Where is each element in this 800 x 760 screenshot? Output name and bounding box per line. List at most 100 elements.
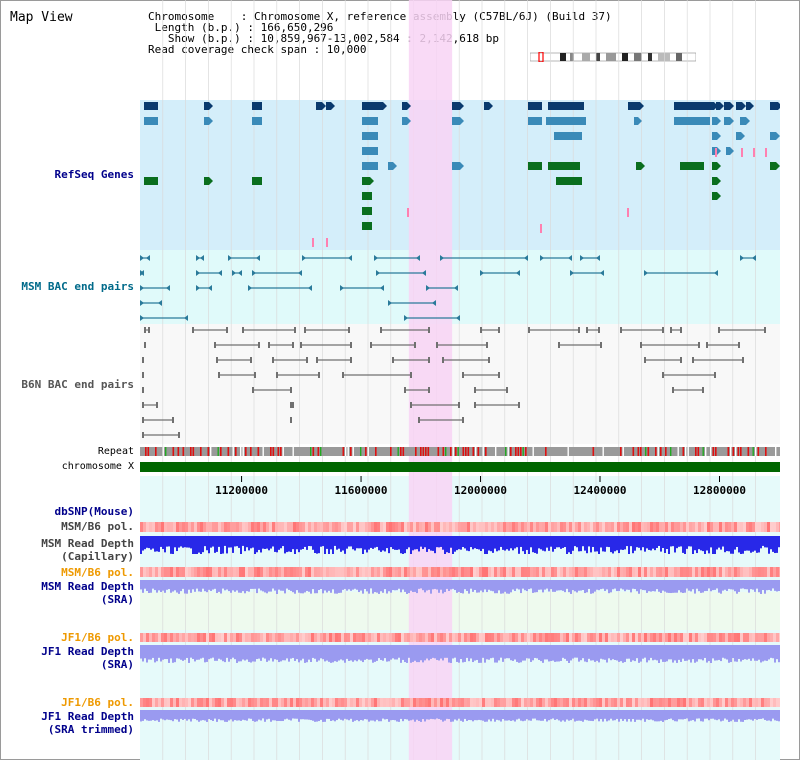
track-canvas[interactable] xyxy=(140,0,780,760)
pol-cell xyxy=(377,567,380,577)
pol-cell xyxy=(659,698,662,707)
refseq-gene xyxy=(708,102,714,110)
b6n-bac-end xyxy=(342,372,344,378)
pol-cell xyxy=(242,522,245,532)
track-label-refseq[interactable]: RefSeq Genes xyxy=(54,168,134,181)
depth-bar xyxy=(222,580,224,589)
pol-cell xyxy=(731,567,734,577)
track-label-msm-depth-sra[interactable]: MSM Read Depth xyxy=(41,580,134,593)
depth-bar xyxy=(748,536,750,551)
depth-bar xyxy=(476,536,478,549)
pol-cell xyxy=(446,633,449,642)
pol-cell xyxy=(701,633,704,642)
depth-bar xyxy=(276,710,278,721)
pol-cell xyxy=(632,698,635,707)
b6n-bac-end xyxy=(488,357,490,363)
pol-cell xyxy=(755,567,758,577)
msm-bac-end xyxy=(580,255,584,261)
depth-bar xyxy=(370,710,372,721)
pol-cell xyxy=(314,567,317,577)
pol-cell xyxy=(251,698,254,707)
depth-bar xyxy=(664,645,666,662)
depth-bar xyxy=(414,710,416,722)
pol-cell xyxy=(350,567,353,577)
pol-cell xyxy=(770,633,773,642)
pol-cell xyxy=(185,633,188,642)
pol-cell xyxy=(605,698,608,707)
pol-cell xyxy=(194,633,197,642)
b6n-bac-end xyxy=(250,357,252,363)
depth-bar xyxy=(452,645,454,659)
repeat-element xyxy=(765,447,767,456)
depth-bar xyxy=(310,536,312,547)
depth-bar xyxy=(510,536,512,549)
depth-bar xyxy=(538,580,540,590)
depth-bar xyxy=(710,645,712,663)
pol-cell xyxy=(338,633,341,642)
pol-cell xyxy=(620,567,623,577)
repeat-gap xyxy=(775,447,777,456)
depth-bar xyxy=(336,536,338,550)
depth-bar xyxy=(274,536,276,552)
depth-bar xyxy=(156,710,158,721)
depth-bar xyxy=(680,645,682,662)
msm-bac-end xyxy=(644,270,648,276)
depth-bar xyxy=(668,645,670,660)
track-label-jf1-b6-pol-1[interactable]: JF1/B6 pol. xyxy=(61,631,134,644)
track-label-msm-bac[interactable]: MSM BAC end pairs xyxy=(21,280,134,293)
depth-bar xyxy=(162,536,164,550)
pol-cell xyxy=(635,522,638,532)
track-label-jf1-depth-sra[interactable]: JF1 Read Depth xyxy=(41,645,134,658)
depth-bar xyxy=(420,710,422,722)
pol-cell xyxy=(191,698,194,707)
pol-cell xyxy=(173,567,176,577)
track-label-repeat[interactable]: Repeat xyxy=(97,446,134,457)
depth-bar xyxy=(188,580,190,590)
track-label-b6n-bac[interactable]: B6N BAC end pairs xyxy=(21,378,134,391)
repeat-element xyxy=(620,447,622,456)
repeat-element xyxy=(257,447,260,456)
pol-cell xyxy=(764,567,767,577)
pol-cell xyxy=(380,567,383,577)
depth-bar xyxy=(146,710,148,721)
pol-cell xyxy=(635,567,638,577)
track-label-msm-b6-pol-1[interactable]: MSM/B6 pol. xyxy=(61,520,134,533)
depth-bar xyxy=(394,580,396,591)
chromosome-ideogram[interactable] xyxy=(530,52,696,62)
depth-bar xyxy=(774,710,776,721)
track-label-msm-depth-capillary[interactable]: MSM Read Depth xyxy=(41,537,134,550)
depth-bar xyxy=(302,645,304,659)
track-label-jf1-b6-pol-2[interactable]: JF1/B6 pol. xyxy=(61,696,134,709)
track-label-msm-b6-pol-2[interactable]: MSM/B6 pol. xyxy=(61,566,134,579)
repeat-element xyxy=(400,447,402,456)
track-label-dbsnp[interactable]: dbSNP(Mouse) xyxy=(54,505,134,518)
pol-cell xyxy=(650,633,653,642)
depth-bar xyxy=(770,580,772,591)
depth-bar xyxy=(420,645,422,661)
pol-cell xyxy=(761,698,764,707)
depth-bar xyxy=(140,580,142,590)
depth-bar xyxy=(528,710,530,721)
b6n-bac-end xyxy=(714,372,716,378)
depth-bar xyxy=(488,710,490,720)
track-label-jf1-depth-trimmed[interactable]: JF1 Read Depth xyxy=(41,710,134,723)
repeat-gap xyxy=(292,447,294,456)
pol-cell xyxy=(257,522,260,532)
repeat-element xyxy=(477,447,480,456)
pol-cell xyxy=(485,698,488,707)
depth-bar xyxy=(256,645,258,660)
b6n-bac-end xyxy=(410,372,412,378)
pol-cell xyxy=(656,567,659,577)
depth-bar xyxy=(624,710,626,720)
depth-bar xyxy=(358,710,360,722)
depth-bar xyxy=(522,580,524,589)
depth-bar xyxy=(778,645,780,663)
depth-bar xyxy=(390,536,392,548)
repeat-element xyxy=(727,447,730,456)
msm-bac-end xyxy=(166,285,170,291)
refseq-gene xyxy=(204,117,209,125)
depth-bar xyxy=(160,645,162,662)
depth-bar xyxy=(398,536,400,550)
depth-bar xyxy=(726,710,728,720)
depth-bar xyxy=(402,710,404,722)
